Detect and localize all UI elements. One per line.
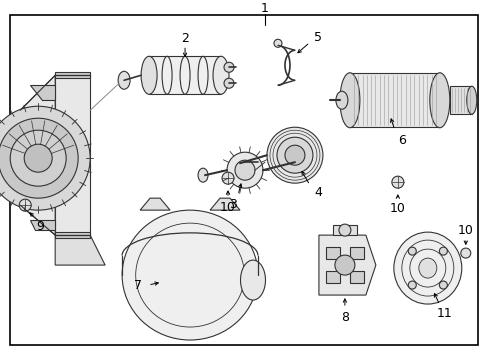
Circle shape: [408, 281, 416, 289]
Polygon shape: [350, 271, 364, 283]
Text: 10: 10: [458, 224, 474, 237]
Polygon shape: [55, 232, 90, 238]
Polygon shape: [20, 75, 55, 235]
Circle shape: [267, 127, 323, 183]
Polygon shape: [326, 247, 340, 259]
Polygon shape: [319, 235, 376, 295]
Polygon shape: [350, 247, 364, 259]
Text: 9: 9: [36, 220, 44, 233]
Circle shape: [339, 224, 351, 236]
Polygon shape: [333, 225, 357, 235]
Text: 10: 10: [390, 202, 406, 215]
Ellipse shape: [419, 258, 437, 278]
Ellipse shape: [241, 260, 266, 300]
Circle shape: [227, 152, 263, 188]
Circle shape: [235, 160, 255, 180]
Circle shape: [224, 78, 234, 88]
Circle shape: [285, 145, 305, 165]
Circle shape: [277, 137, 313, 173]
Ellipse shape: [213, 56, 229, 94]
Text: 10: 10: [220, 201, 236, 213]
Circle shape: [408, 247, 416, 255]
Text: 5: 5: [314, 31, 322, 44]
Ellipse shape: [118, 71, 130, 89]
Circle shape: [224, 62, 234, 72]
Polygon shape: [450, 86, 472, 114]
Polygon shape: [30, 85, 55, 100]
Ellipse shape: [122, 210, 258, 340]
Ellipse shape: [141, 56, 157, 94]
Text: 7: 7: [134, 279, 142, 292]
Circle shape: [19, 199, 31, 211]
Text: 6: 6: [398, 134, 406, 147]
Polygon shape: [140, 198, 170, 210]
Circle shape: [0, 106, 90, 210]
Polygon shape: [326, 271, 340, 283]
Circle shape: [440, 247, 447, 255]
Polygon shape: [30, 220, 55, 230]
Circle shape: [10, 130, 66, 186]
Text: 8: 8: [341, 311, 349, 324]
Polygon shape: [149, 56, 221, 94]
Circle shape: [461, 248, 471, 258]
Polygon shape: [55, 75, 90, 235]
Ellipse shape: [394, 232, 462, 304]
Polygon shape: [350, 73, 440, 127]
Polygon shape: [210, 198, 240, 210]
Ellipse shape: [336, 91, 348, 109]
Text: 2: 2: [181, 32, 189, 45]
Circle shape: [335, 255, 355, 275]
Circle shape: [274, 39, 282, 47]
Ellipse shape: [467, 86, 477, 114]
Circle shape: [392, 176, 404, 188]
Text: 3: 3: [229, 198, 237, 211]
Polygon shape: [55, 235, 105, 265]
Circle shape: [0, 118, 78, 198]
Circle shape: [24, 144, 52, 172]
Ellipse shape: [430, 73, 450, 128]
Text: 4: 4: [314, 186, 322, 199]
Polygon shape: [55, 72, 90, 78]
Ellipse shape: [198, 168, 208, 182]
Circle shape: [222, 172, 234, 184]
Text: 1: 1: [261, 2, 269, 15]
Text: 11: 11: [437, 307, 453, 320]
Ellipse shape: [340, 73, 360, 128]
Circle shape: [440, 281, 447, 289]
